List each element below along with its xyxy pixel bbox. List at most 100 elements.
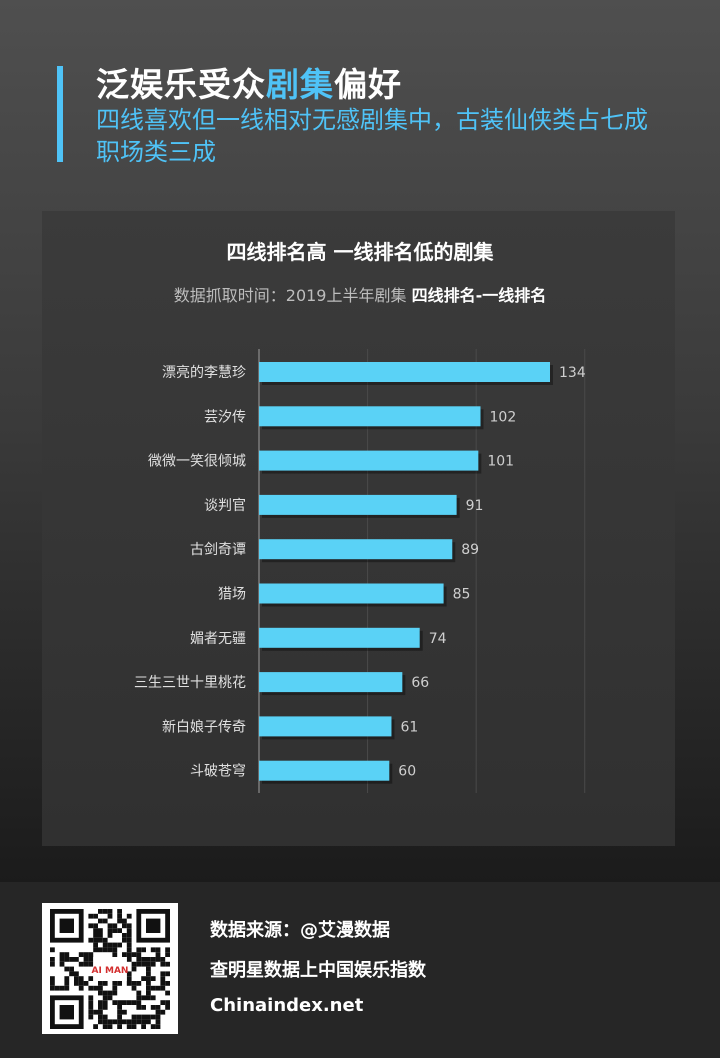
chart-title: 四线排名高 一线排名低的剧集 — [226, 240, 494, 264]
chart-subtitle: 数据抓取时间：2019上半年剧集 四线排名-一线排名 — [0, 282, 720, 306]
qr-module — [93, 933, 98, 938]
bar — [259, 450, 479, 471]
qr-module — [102, 1005, 108, 1010]
qr-module — [112, 952, 118, 957]
qr-module — [136, 1005, 142, 1010]
qr-module — [165, 990, 170, 996]
value-label: 74 — [429, 631, 447, 647]
qr-module — [165, 961, 170, 967]
qr-module — [102, 1024, 108, 1029]
qr-module — [93, 985, 98, 991]
qr-finder-core — [146, 918, 161, 933]
qr-module — [131, 1000, 137, 1005]
qr-module — [126, 952, 132, 957]
qr-module — [155, 1024, 161, 1029]
qr-module — [69, 957, 74, 962]
category-label: 猎场 — [218, 587, 246, 603]
qr-module — [88, 1005, 94, 1010]
qr-module — [150, 957, 156, 962]
qr-module — [102, 942, 108, 948]
qr-module — [126, 923, 132, 929]
category-label: 三生三世十里桃花 — [134, 675, 246, 691]
qr-module — [112, 942, 118, 948]
qr-module — [107, 947, 113, 953]
qr-module — [165, 1005, 170, 1010]
qr-module — [141, 961, 146, 967]
qr-module — [126, 1000, 132, 1005]
qr-module — [59, 957, 65, 962]
qr-module — [107, 990, 113, 996]
qr-module — [160, 985, 166, 991]
qr-module — [102, 981, 108, 986]
qr-module — [131, 966, 137, 972]
qr-module — [126, 937, 132, 943]
qr-module — [98, 947, 103, 953]
qr-module — [98, 1005, 103, 1010]
qr-module — [160, 961, 166, 967]
qr-module — [136, 961, 142, 967]
qr-module — [102, 937, 108, 943]
qr-module — [102, 918, 108, 924]
bar — [259, 627, 420, 648]
qr-module — [88, 1000, 94, 1005]
bar — [259, 406, 481, 427]
qr-module — [141, 947, 146, 953]
qr-module — [146, 961, 151, 967]
qr-module — [78, 976, 84, 981]
qr-module — [69, 966, 74, 972]
bar — [259, 494, 457, 515]
qr-module — [74, 981, 79, 986]
chart-subtitle-emphasis: 四线排名-一线排名 — [411, 286, 547, 305]
qr-finder-core — [59, 918, 74, 933]
qr-module — [88, 952, 94, 957]
qr-module — [112, 923, 118, 929]
qr-module — [146, 971, 151, 977]
qr-module — [117, 1009, 122, 1015]
qr-module — [155, 1009, 161, 1015]
qr-module — [107, 942, 113, 948]
qr-module — [112, 947, 118, 953]
qr-module — [83, 952, 89, 957]
qr-module — [93, 923, 98, 929]
qr-module — [136, 990, 142, 996]
qr-module — [98, 909, 103, 914]
qr-module — [150, 985, 156, 991]
qr-module — [117, 1019, 122, 1025]
qr-module — [102, 995, 108, 1001]
qr-module — [64, 952, 70, 957]
qr-module — [165, 981, 170, 986]
value-label: 91 — [466, 498, 484, 514]
qr-module — [98, 981, 103, 986]
qr-logo-text: AI MAN — [92, 966, 129, 976]
qr-module — [78, 952, 84, 957]
category-label: 芸汐传 — [204, 409, 246, 425]
qr-module — [93, 942, 98, 948]
qr-module — [98, 1009, 103, 1015]
qr-module — [165, 952, 170, 957]
qr-module — [50, 961, 55, 967]
qr-module — [150, 961, 156, 967]
qr-module — [126, 1024, 132, 1029]
qr-module — [117, 913, 122, 919]
qr-module — [93, 1024, 98, 1029]
qr-module — [126, 976, 132, 981]
qr-module — [59, 985, 65, 991]
value-label: 85 — [453, 587, 471, 603]
qr-module — [131, 985, 137, 991]
qr-module — [88, 913, 94, 919]
qr-module — [141, 995, 146, 1001]
qr-module — [98, 928, 103, 933]
qr-module — [117, 1005, 122, 1010]
qr-module — [112, 981, 118, 986]
qr-module — [69, 971, 74, 977]
qr-module — [126, 1019, 132, 1025]
qr-module — [126, 947, 132, 953]
qr-module — [160, 957, 166, 962]
qr-module — [50, 981, 55, 986]
qr-module — [74, 971, 79, 977]
qr-module — [146, 981, 151, 986]
bar — [259, 760, 390, 781]
footer-website[interactable]: Chinaindex.net — [210, 995, 364, 1016]
qr-module — [54, 985, 60, 991]
